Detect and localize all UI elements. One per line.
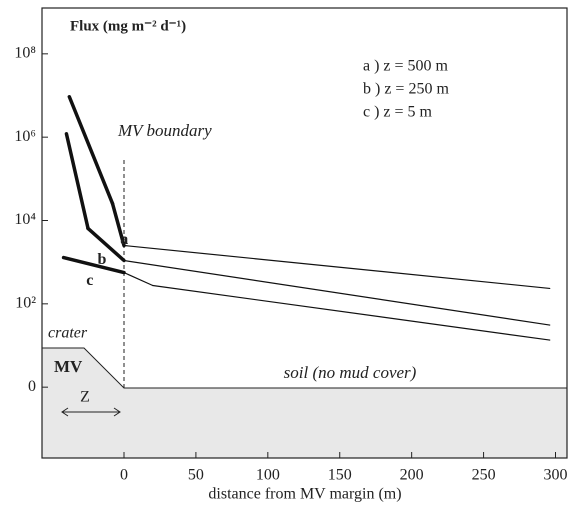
series-segment	[61, 255, 126, 275]
series-segment	[67, 95, 115, 206]
series-label: b	[98, 251, 107, 268]
series-segment	[64, 132, 90, 231]
series-segment	[110, 201, 126, 248]
y-tick-label: 10⁴	[14, 211, 36, 228]
boundary-label: MV boundary	[117, 121, 212, 140]
z-label: Z	[80, 389, 90, 406]
legend-text: c ) z = 5 m	[363, 104, 433, 121]
y-tick-label: 0	[28, 378, 36, 395]
y-tick-label: 10⁸	[14, 45, 36, 62]
legend-text: a ) z = 500 m	[363, 58, 449, 75]
z-arrow	[61, 407, 121, 417]
plot-frame	[41, 7, 568, 459]
soil-label: soil (no mud cover)	[284, 363, 417, 382]
series-segment	[152, 284, 551, 341]
series-segment	[123, 244, 551, 290]
series-label: c	[86, 272, 93, 289]
x-tick-label: 100	[256, 467, 280, 484]
series-label: a	[120, 231, 128, 248]
y-tick-label: 10²	[15, 295, 36, 312]
x-tick-label: 300	[543, 467, 567, 484]
mv-label: MV	[54, 357, 83, 376]
x-tick-label: 0	[120, 467, 128, 484]
legend-text: b ) z = 250 m	[363, 81, 449, 98]
x-axis-label: distance from MV margin (m)	[208, 486, 401, 503]
chart-title: Flux (mg m⁻² d⁻¹)	[70, 18, 186, 34]
x-tick-label: 50	[188, 467, 204, 484]
x-tick-label: 200	[400, 467, 424, 484]
y-tick-label: 10⁶	[14, 128, 36, 145]
x-tick-label: 250	[472, 467, 496, 484]
crater-label: crater	[48, 325, 88, 342]
series-segment	[123, 259, 551, 326]
series-segment	[86, 226, 126, 263]
series-segment	[123, 271, 154, 287]
x-tick-label: 150	[328, 467, 352, 484]
